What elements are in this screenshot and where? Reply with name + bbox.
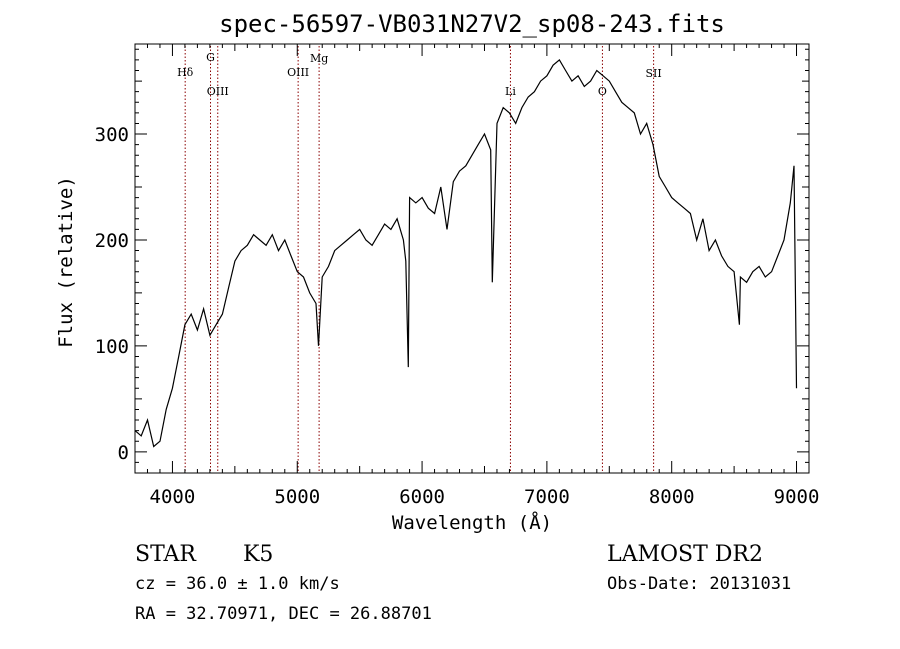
x-tick-label-0: 4000	[150, 486, 196, 508]
line-marker-label-6: O	[598, 85, 607, 98]
line-marker-label-1: G	[206, 51, 215, 64]
line-marker-label-4: Mg	[310, 52, 328, 65]
y-tick-label-1: 100	[95, 336, 129, 358]
x-axis-label: Wavelength (Å)	[392, 511, 552, 534]
line-marker-label-7: SII	[645, 67, 661, 80]
coords-text: RA = 32.70971, DEC = 26.88701	[135, 604, 432, 624]
y-tick-label-3: 300	[95, 124, 129, 146]
y-tick-label-2: 200	[95, 230, 129, 252]
x-tick-label-3: 7000	[524, 486, 570, 508]
tick-marks	[134, 44, 810, 474]
line-marker-label-0: Hδ	[177, 66, 194, 79]
axis-ticks	[134, 44, 810, 474]
y-tick-label-0: 0	[118, 442, 129, 464]
x-tick-label-2: 6000	[399, 486, 445, 508]
survey-name: LAMOST DR2	[607, 542, 763, 567]
obs-date: Obs-Date: 20131031	[607, 574, 791, 594]
line-marker-label-3: OIII	[287, 66, 309, 79]
spectral-class: K5	[243, 542, 273, 567]
line-marker-label-5: Li	[505, 85, 516, 98]
spectrum-line-0	[134, 58, 798, 448]
x-tick-label-1: 5000	[274, 486, 320, 508]
object-type: STAR	[135, 542, 197, 567]
axis-tick-labels: 4000 5000 6000 7000 8000 9000 0 100 200 300	[95, 124, 820, 508]
line-marker-label-2: OIII	[207, 85, 229, 98]
y-axis-label: Flux (relative)	[55, 176, 77, 348]
series-layer	[134, 58, 798, 448]
x-tick-label-5: 9000	[774, 486, 820, 508]
redshift-text: cz = 36.0 ± 1.0 km/s	[135, 574, 340, 594]
x-tick-label-4: 8000	[649, 486, 695, 508]
chart-title: spec-56597-VB031N27V2_sp08-243.fits	[219, 10, 725, 38]
